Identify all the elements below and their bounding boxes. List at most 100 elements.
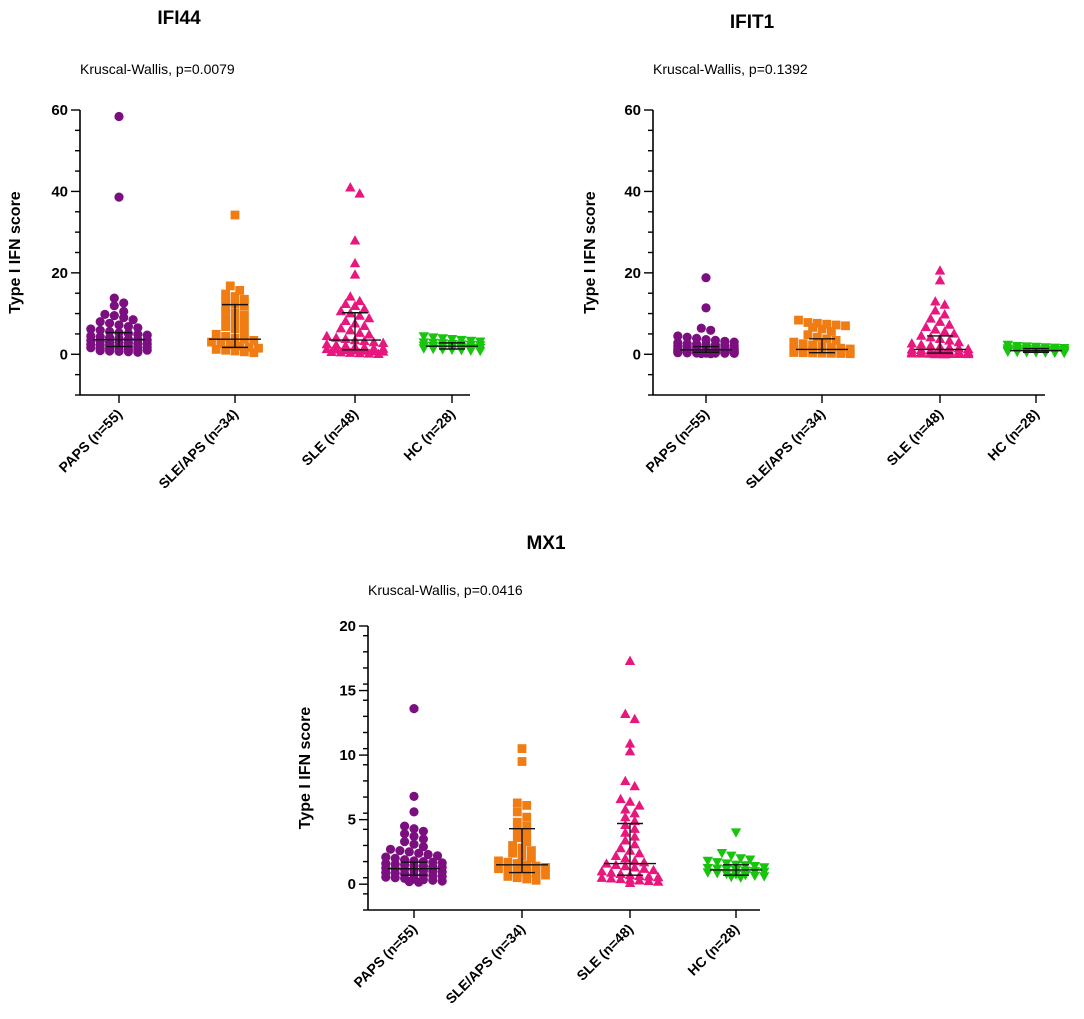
data-point bbox=[354, 347, 365, 358]
data-point bbox=[359, 303, 370, 313]
data-point bbox=[701, 303, 711, 313]
data-point bbox=[428, 333, 439, 343]
data-point bbox=[230, 346, 240, 356]
data-point bbox=[706, 349, 716, 359]
data-point bbox=[446, 335, 458, 345]
data-point bbox=[643, 875, 654, 886]
data-point bbox=[225, 281, 235, 291]
data-point bbox=[95, 317, 105, 327]
x-category-label: PAPS (n=55) bbox=[350, 921, 420, 991]
data-point bbox=[221, 305, 230, 315]
data-point bbox=[119, 298, 129, 308]
data-point bbox=[517, 757, 527, 766]
data-point bbox=[335, 347, 347, 357]
data-point bbox=[95, 346, 105, 356]
data-point bbox=[701, 273, 711, 283]
data-point bbox=[620, 827, 631, 837]
data-point bbox=[512, 833, 522, 843]
data-point bbox=[354, 295, 365, 306]
data-point bbox=[712, 869, 723, 879]
data-point bbox=[934, 274, 946, 285]
series-circle-group bbox=[86, 111, 152, 357]
chart-mx1-panel: MX1 Kruscal-Wallis, p=0.0416 Type I IFN sc… bbox=[297, 533, 770, 1007]
data-point bbox=[240, 301, 249, 311]
data-point bbox=[321, 330, 332, 341]
data-point bbox=[702, 856, 713, 867]
chart-ifit1-panel: IFIT1 Kruscal-Wallis, p=0.1392 Type I IFN … bbox=[582, 12, 1070, 492]
chart-title: IFIT1 bbox=[730, 12, 775, 33]
x-category-label: SLE (n=48) bbox=[298, 406, 361, 469]
data-point bbox=[939, 299, 950, 309]
data-point bbox=[385, 844, 396, 854]
data-point bbox=[512, 825, 522, 835]
data-point bbox=[798, 339, 808, 349]
x-category-label: SLE/APS (n=34) bbox=[155, 406, 241, 492]
data-point bbox=[221, 345, 230, 355]
y-tick-label: 40 bbox=[624, 183, 641, 200]
data-point bbox=[836, 349, 846, 358]
data-point bbox=[1040, 348, 1051, 358]
data-point bbox=[86, 343, 96, 353]
data-point bbox=[95, 325, 105, 335]
data-point bbox=[340, 298, 351, 308]
data-point bbox=[235, 341, 245, 351]
data-point bbox=[673, 331, 683, 341]
data-point bbox=[373, 348, 384, 359]
data-point bbox=[432, 851, 443, 861]
data-point bbox=[240, 319, 249, 329]
data-point bbox=[221, 297, 230, 306]
data-point bbox=[105, 346, 115, 356]
data-point bbox=[527, 854, 536, 863]
data-point bbox=[522, 801, 532, 810]
data-point bbox=[240, 327, 249, 336]
series-square-group bbox=[207, 210, 263, 358]
chart-title: MX1 bbox=[526, 533, 566, 554]
x-category-label: SLE/APS (n=34) bbox=[742, 406, 828, 492]
data-point bbox=[418, 332, 429, 342]
data-point bbox=[634, 875, 645, 885]
data-point bbox=[817, 324, 827, 334]
data-point bbox=[682, 348, 692, 358]
data-point bbox=[400, 829, 410, 839]
kruskal-wallis-annotation: Kruscal-Wallis, p=0.1392 bbox=[653, 61, 808, 77]
data-point bbox=[629, 807, 640, 818]
data-point bbox=[409, 839, 419, 849]
data-point bbox=[749, 871, 760, 881]
data-point bbox=[211, 329, 221, 339]
series-circle-group bbox=[381, 704, 447, 887]
data-point bbox=[615, 793, 626, 804]
data-point bbox=[620, 775, 631, 786]
data-point bbox=[414, 848, 424, 858]
data-point bbox=[494, 864, 503, 874]
data-point bbox=[822, 319, 832, 329]
data-point bbox=[629, 862, 640, 872]
data-point bbox=[939, 326, 950, 336]
data-point bbox=[916, 330, 927, 340]
data-point bbox=[827, 327, 836, 336]
data-point bbox=[925, 313, 936, 323]
x-category-label: SLE/APS (n=34) bbox=[442, 921, 528, 1007]
data-point bbox=[620, 819, 631, 829]
data-point bbox=[963, 348, 974, 359]
data-point bbox=[230, 210, 240, 220]
data-point bbox=[925, 331, 936, 342]
data-point bbox=[221, 314, 230, 323]
data-point bbox=[240, 294, 249, 304]
data-point bbox=[418, 842, 428, 852]
data-point bbox=[682, 332, 692, 342]
data-point bbox=[142, 345, 152, 355]
data-point bbox=[404, 847, 414, 857]
data-point bbox=[803, 330, 813, 340]
data-point bbox=[629, 815, 640, 826]
chart-ifi44-panel: IFI44 Kruscal-Wallis, p=0.0079 Type I IFN … bbox=[7, 8, 486, 492]
data-point bbox=[648, 864, 659, 875]
data-point bbox=[409, 824, 419, 834]
data-point bbox=[696, 323, 706, 333]
data-point bbox=[400, 837, 410, 847]
data-point bbox=[86, 324, 96, 334]
y-tick-label: 20 bbox=[624, 265, 641, 282]
y-tick-label: 20 bbox=[51, 265, 68, 282]
data-point bbox=[100, 309, 110, 319]
data-point bbox=[221, 289, 230, 299]
data-point bbox=[634, 800, 645, 810]
